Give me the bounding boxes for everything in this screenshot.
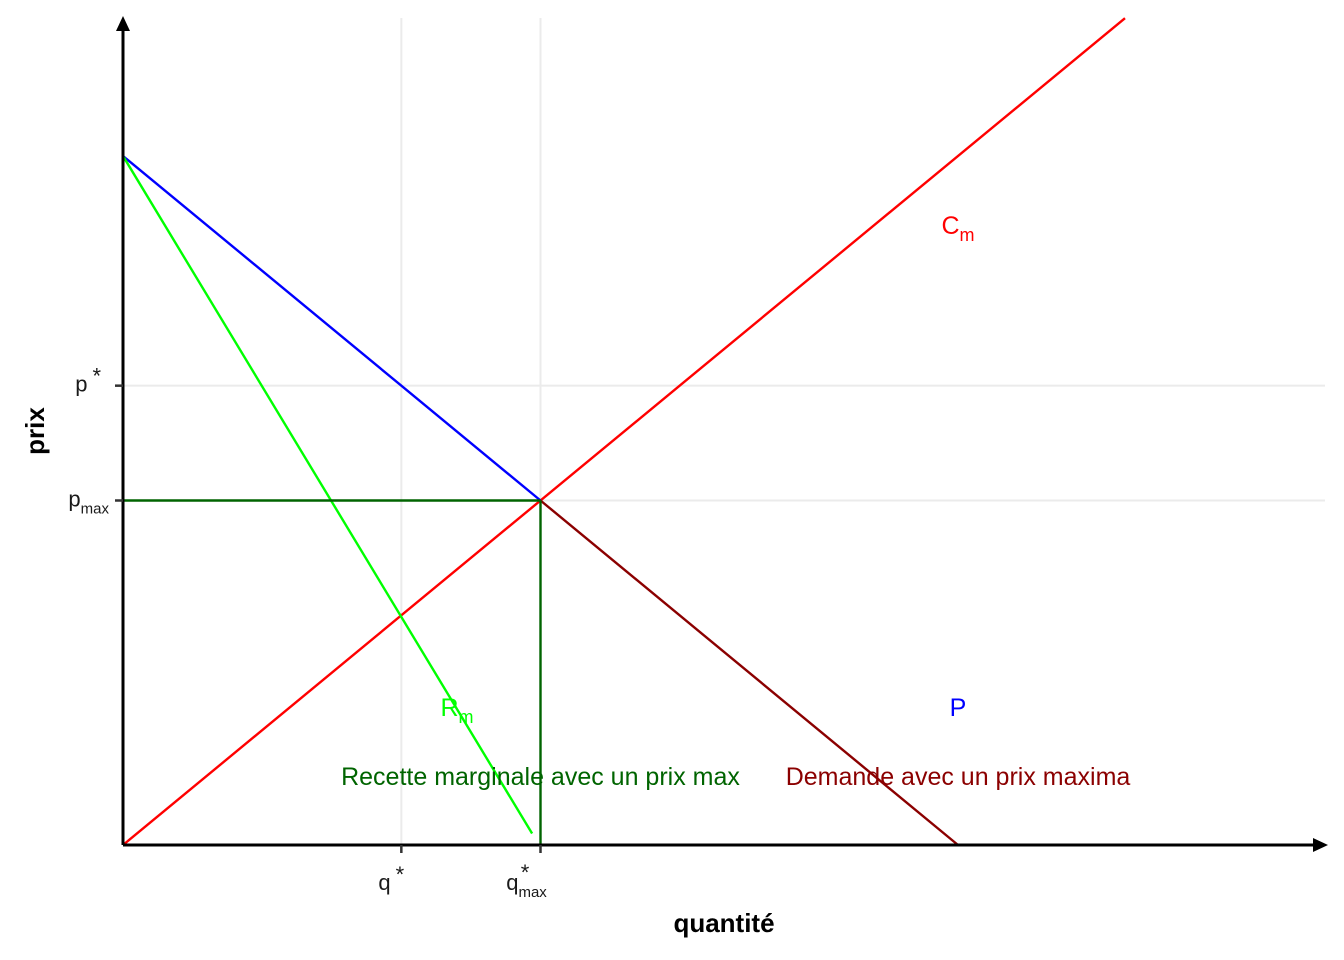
- series-group: [121, 17, 1126, 846]
- label-cm-sub: m: [960, 225, 975, 245]
- y-axis-title: prix: [20, 407, 50, 455]
- y-tick-label-1-base: p: [68, 487, 80, 512]
- label-rm: Rm: [440, 694, 473, 727]
- ticks: q * qmax*p *pmax: [68, 364, 547, 901]
- x-axis-title: quantité: [673, 908, 774, 938]
- note-recette-base: Recette marginale avec un prix max: [341, 763, 740, 791]
- y-tick-label-0-base: p: [75, 372, 87, 397]
- x-tick-label-0: q *: [378, 862, 404, 895]
- y-axis-arrow: [116, 16, 130, 31]
- series-rm: [121, 155, 534, 835]
- series-demand-max: [539, 499, 959, 846]
- label-p-base: P: [950, 694, 967, 722]
- note-demande-base: Demande avec un prix maxima: [786, 763, 1131, 791]
- note-recette: Recette marginale avec un prix max: [341, 763, 740, 791]
- x-tick-label-1-sup: *: [521, 860, 530, 885]
- series-demand: [122, 155, 542, 502]
- x-axis-arrow: [1313, 838, 1328, 852]
- label-p: P: [950, 694, 967, 722]
- grid: [123, 18, 1325, 845]
- x-tick-label-0-sup: *: [396, 862, 405, 887]
- series-cm: [122, 17, 1126, 846]
- x-tick-label-1: qmax*: [506, 860, 547, 901]
- label-cm: Cm: [941, 212, 974, 245]
- label-cm-base: C: [941, 212, 959, 240]
- y-tick-label-0-sup: *: [92, 364, 101, 389]
- x-tick-label-1-base: q: [506, 870, 518, 895]
- axes: [116, 16, 1328, 852]
- y-tick-label-0: p *: [75, 364, 101, 397]
- label-rm-sub: m: [459, 707, 474, 727]
- label-rm-base: R: [440, 694, 458, 722]
- x-tick-label-0-base: q: [378, 870, 390, 895]
- y-tick-label-1: pmax: [68, 487, 109, 518]
- x-tick-label-1-sub: max: [518, 884, 547, 901]
- note-demande: Demande avec un prix maxima: [786, 763, 1131, 791]
- y-tick-label-1-sub: max: [81, 501, 110, 518]
